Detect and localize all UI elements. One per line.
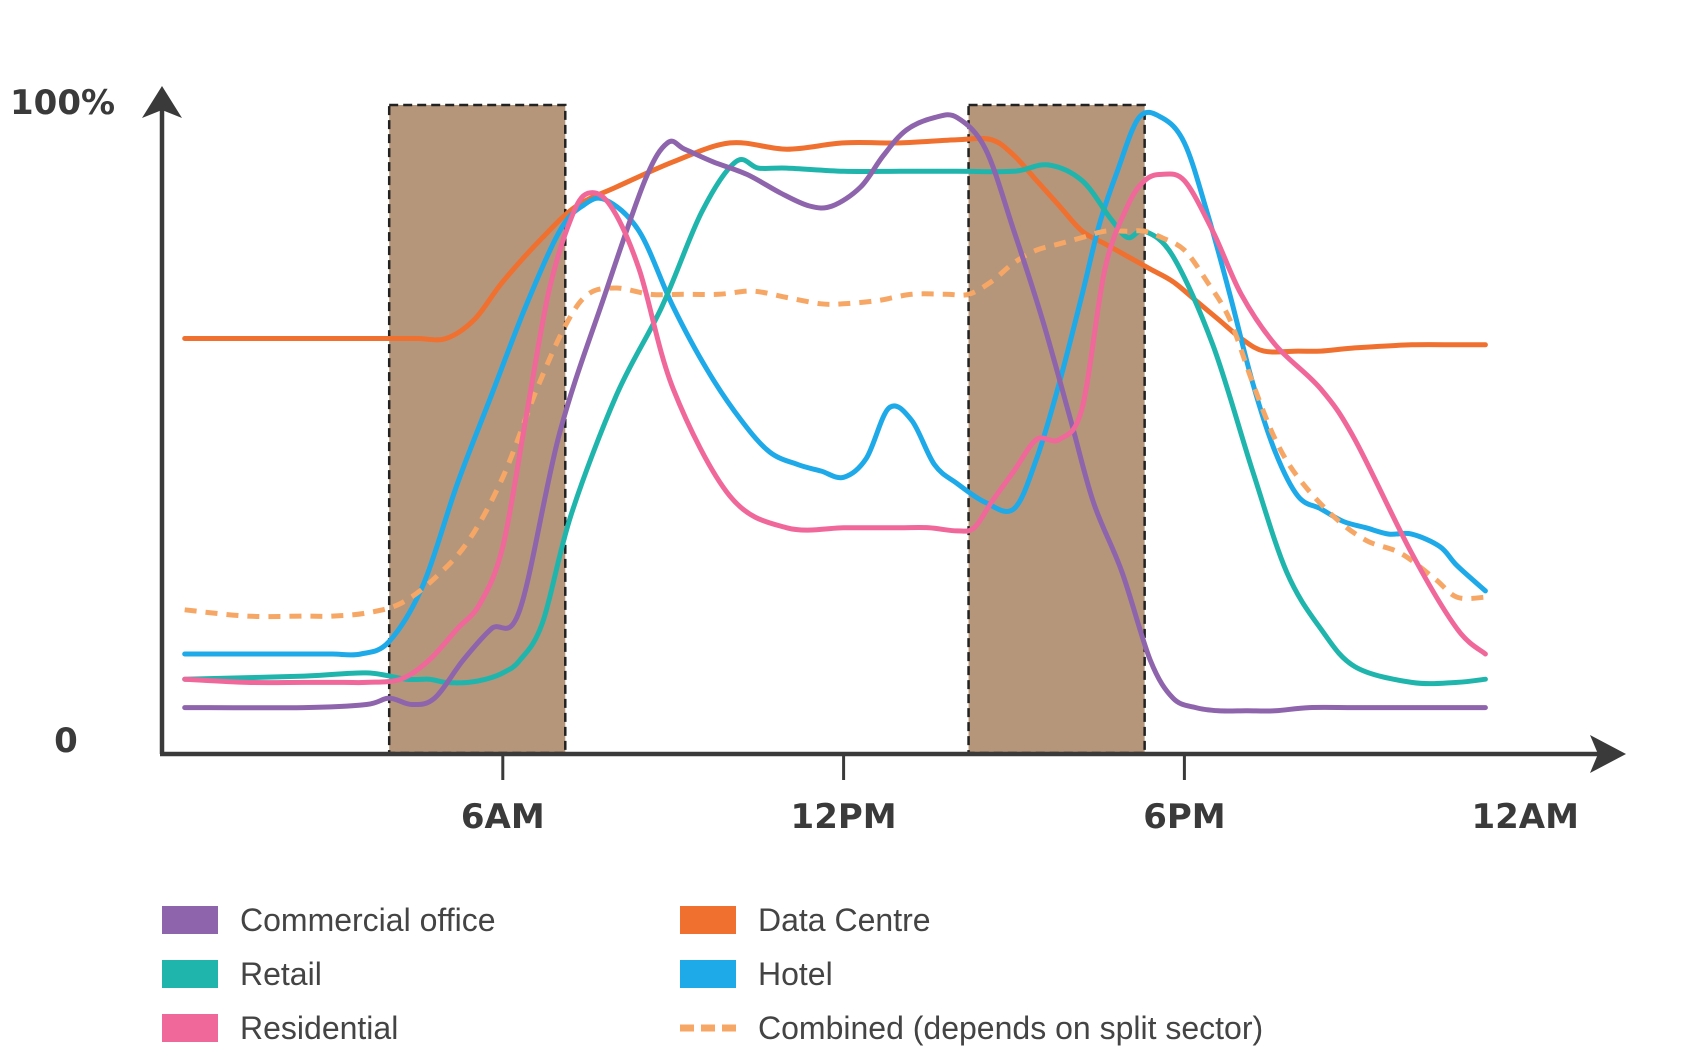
series-line-data-centre [182, 135, 1488, 355]
legend-swatch-residential [162, 1014, 218, 1042]
legend-label-residential: Residential [240, 1010, 398, 1046]
x-tick-label-6pm: 6PM [1143, 797, 1225, 837]
legend-swatch-hotel [680, 960, 736, 988]
axes [142, 86, 1626, 773]
legend-label-commercial-office: Commercial office [240, 902, 495, 938]
series-lines [182, 109, 1488, 714]
x-tick-label-6am: 6AM [461, 797, 545, 837]
legend-label-hotel: Hotel [758, 956, 833, 992]
legend-label-combined-depends-on-split-sector: Combined (depends on split sector) [758, 1010, 1263, 1046]
series-line-retail [182, 157, 1488, 687]
legend-label-retail: Retail [240, 956, 322, 992]
y-tick-label-zero: 0 [54, 721, 78, 761]
series-line-commercial-office [182, 112, 1488, 714]
legend-swatch-commercial-office [162, 906, 218, 934]
series-line-hotel [182, 109, 1488, 658]
legend: Commercial office Retail Residential Data C… [162, 902, 1263, 1046]
y-tick-label-max: 100% [10, 83, 115, 123]
x-tick-label-12am: 12AM [1471, 797, 1578, 837]
legend-label-data-centre: Data Centre [758, 902, 931, 938]
tick-labels: 6AM 12PM 6PM 12AM 0 100% [10, 83, 1579, 837]
series-line-residential [182, 171, 1488, 686]
legend-swatch-data-centre [680, 906, 736, 934]
x-axis-arrow [1590, 735, 1626, 773]
peak-bands [387, 103, 1146, 755]
evening-peak-band [967, 103, 1146, 755]
x-tick-label-12pm: 12PM [791, 797, 897, 837]
legend-swatch-retail [162, 960, 218, 988]
y-axis-arrow [142, 86, 182, 118]
series-line-combined-depends-on-split-sector [184, 228, 1486, 620]
